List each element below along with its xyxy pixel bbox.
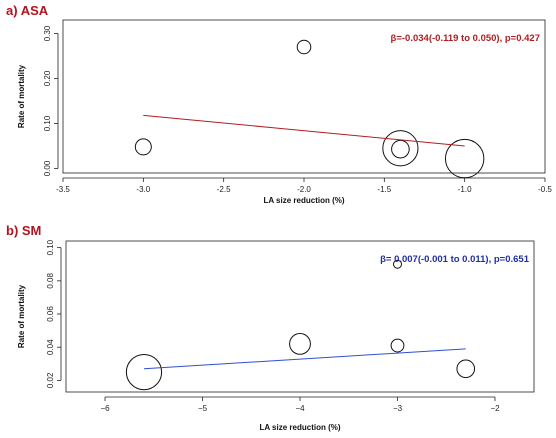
regression-line: [143, 348, 466, 370]
x-tick-label: -3.5: [56, 185, 70, 194]
x-tick-label: -0.5: [538, 185, 552, 194]
data-point: [289, 332, 311, 355]
plot-frame: [62, 19, 546, 174]
plot-frame: [65, 240, 535, 393]
x-tick-label: -1.0: [458, 185, 472, 194]
y-tick-label: 0.08: [46, 272, 55, 288]
x-tick-label: -2.0: [297, 185, 311, 194]
y-tick-label: 0.00: [43, 160, 52, 176]
y-tick-label: 0.02: [46, 372, 55, 388]
x-tick-label: −6: [100, 404, 110, 413]
data-point: [382, 130, 419, 167]
y-tick-label: 0.20: [43, 70, 52, 86]
regression-annotation: β=-0.034(-0.119 to 0.050), p=0.427: [391, 33, 540, 44]
data-point: [391, 139, 410, 159]
y-tick-label: 0.10: [43, 115, 52, 131]
x-tick-label: -2.5: [217, 185, 231, 194]
panel-label: a) ASA: [6, 3, 49, 18]
data-point: [444, 138, 485, 179]
x-tick-label: −3: [393, 404, 403, 413]
x-tick-label: −5: [198, 404, 208, 413]
y-tick-label: 0.06: [46, 306, 55, 322]
regression-line: [143, 114, 465, 147]
x-tick-label: -3.0: [136, 185, 150, 194]
y-tick-label: 0.30: [43, 25, 52, 41]
y-tick-label: 0.04: [46, 339, 55, 355]
x-axis-title: LA size reduction (%): [259, 423, 340, 432]
y-axis-title: Rate of mortality: [17, 284, 26, 348]
regression-annotation: β= 0.007(-0.001 to 0.011), p=0.651: [380, 254, 530, 265]
x-axis-title: LA size reduction (%): [263, 196, 344, 205]
data-point: [296, 39, 312, 55]
data-point: [393, 259, 402, 269]
x-tick-label: −4: [295, 404, 305, 413]
y-tick-label: 0.10: [46, 239, 55, 255]
data-point: [390, 338, 405, 353]
panel-label: b) SM: [6, 223, 41, 238]
x-tick-label: −2: [490, 404, 500, 413]
data-point: [456, 359, 476, 379]
y-axis-title: Rate of mortality: [17, 64, 26, 128]
data-point: [125, 353, 163, 391]
x-tick-label: -1.5: [377, 185, 391, 194]
data-point: [134, 138, 152, 156]
